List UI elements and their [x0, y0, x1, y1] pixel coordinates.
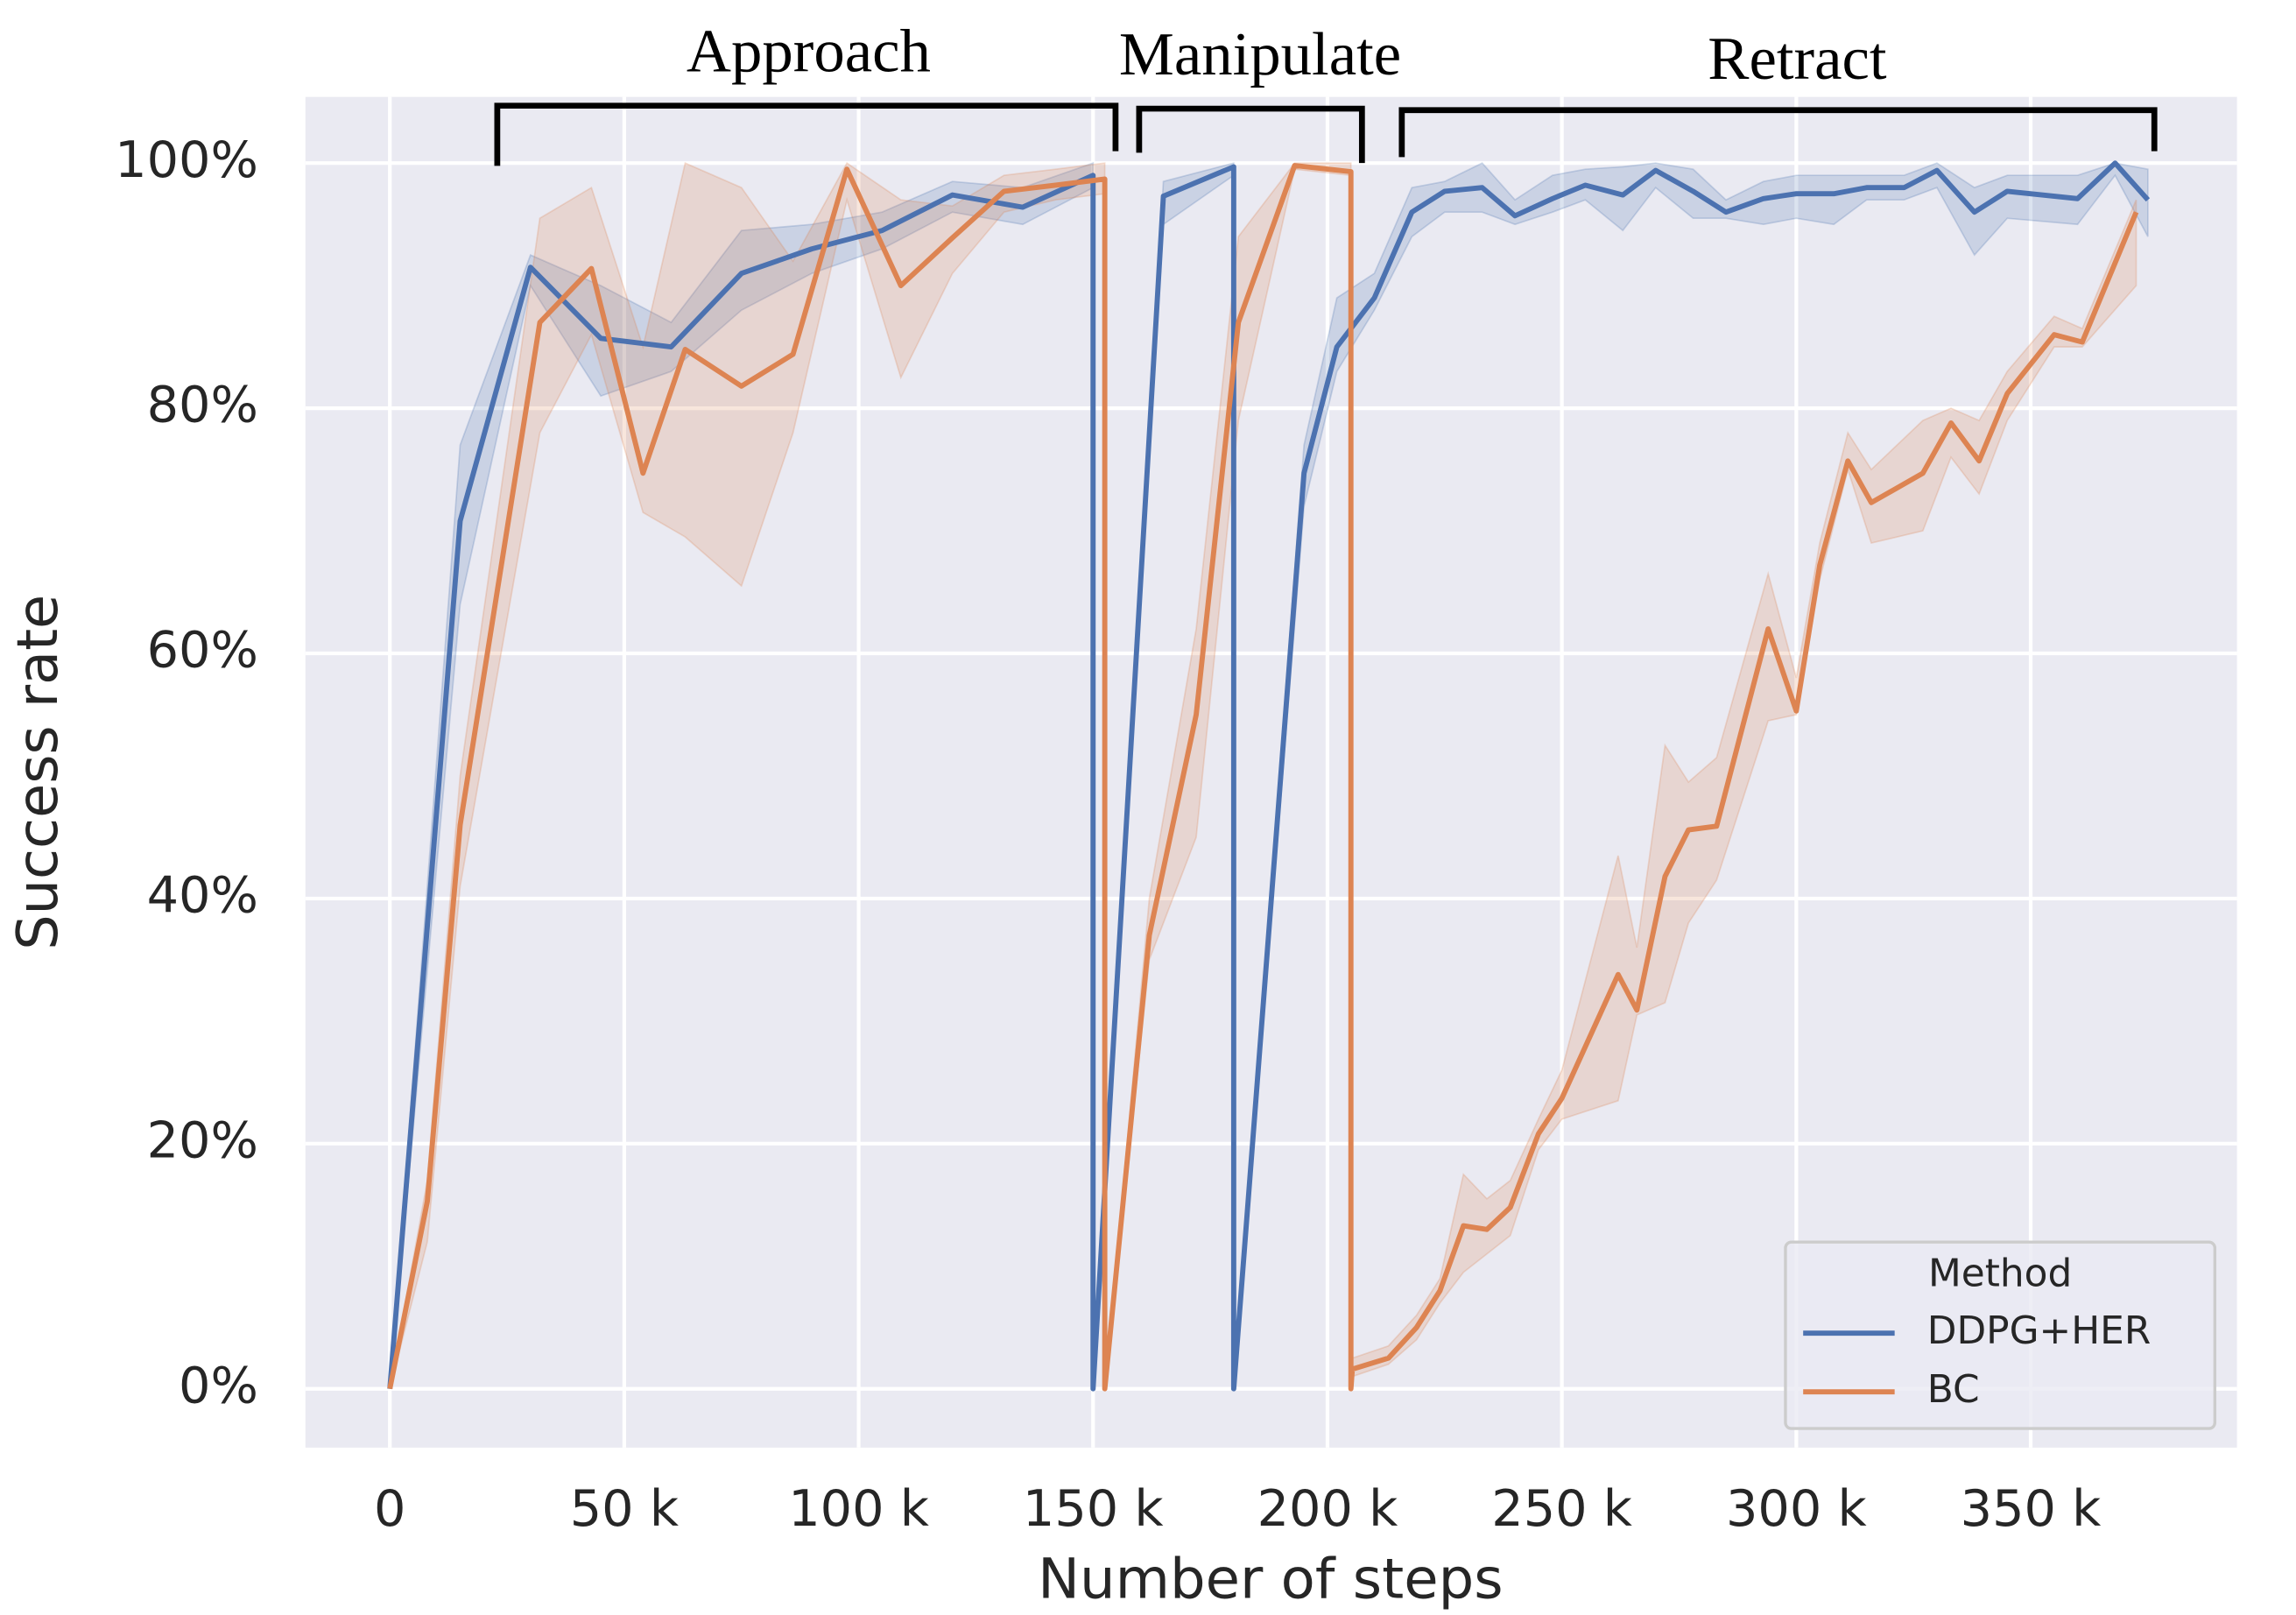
bracket: [494, 102, 1119, 166]
bracket: [1398, 107, 2158, 158]
y-tick-label: 80%: [147, 377, 258, 434]
legend-box: [1784, 1240, 2217, 1430]
x-tick-label: 50 k: [570, 1480, 679, 1538]
y-tick-label: 60%: [147, 622, 258, 680]
confidence-band: [389, 162, 2149, 1389]
phase-label: Manipulate: [1119, 20, 1401, 88]
x-tick-label: 350 k: [1961, 1480, 2102, 1538]
x-tick-label: 250 k: [1491, 1480, 1632, 1538]
legend-label: DDPG+HER: [1927, 1308, 2152, 1353]
series-line: [387, 163, 2139, 1392]
series-line: [387, 160, 2151, 1392]
phase-label: Retract: [1708, 25, 1887, 93]
y-tick-label: 20%: [147, 1112, 258, 1170]
legend-title: Method: [1928, 1252, 2072, 1296]
x-tick-label: 100 k: [788, 1480, 929, 1538]
legend-label: BC: [1927, 1367, 1980, 1412]
legend: Method DDPG+HER BC: [1784, 1240, 2217, 1430]
y-tick-label: 40%: [147, 867, 258, 925]
y-axis-label: Success rate: [6, 595, 71, 950]
phase-brackets: [494, 102, 2158, 166]
x-tick-label: 150 k: [1023, 1480, 1164, 1538]
x-tick-label: 200 k: [1257, 1480, 1398, 1538]
bracket: [1136, 105, 1365, 164]
phase-label: Approach: [687, 18, 931, 86]
plot-area: [305, 96, 2237, 1448]
x-tick-label: 0: [374, 1480, 405, 1538]
y-tick-label: 0%: [179, 1357, 258, 1414]
plot-background: [305, 96, 2237, 1448]
x-tick-label: 300 k: [1726, 1480, 1867, 1538]
y-tick-label: 100%: [115, 131, 258, 189]
x-axis-label: Number of steps: [1038, 1548, 1503, 1612]
